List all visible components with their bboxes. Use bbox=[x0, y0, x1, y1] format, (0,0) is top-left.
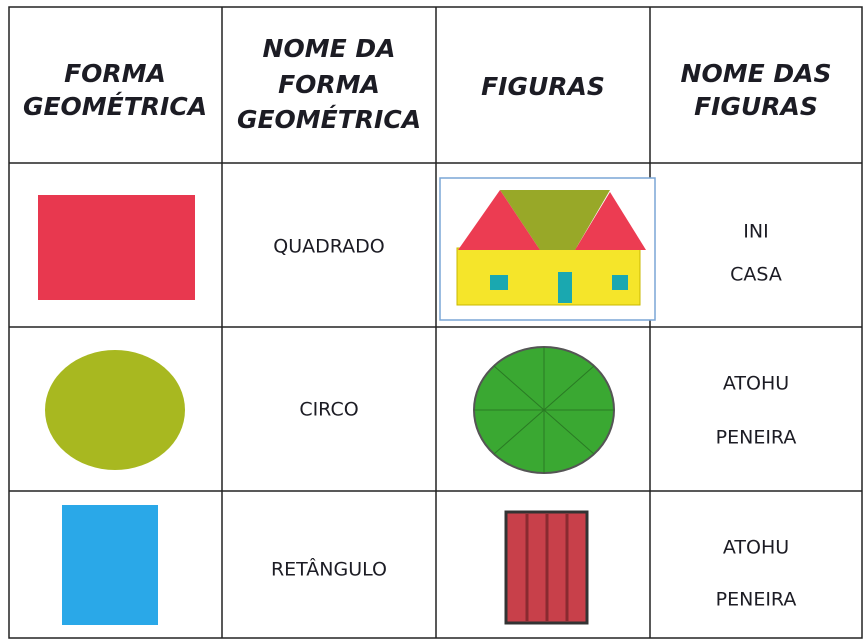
figure-name: PENEIRA bbox=[716, 589, 797, 611]
blue-rectangle-drawing bbox=[62, 505, 158, 625]
header-text: GEOMÉTRICA bbox=[23, 92, 207, 121]
header-text: NOME DAS bbox=[681, 59, 832, 88]
figure-name: INI bbox=[743, 221, 768, 243]
figure-name: CASA bbox=[730, 264, 782, 286]
shape-name: RETÂNGULO bbox=[271, 558, 387, 581]
header-text: FIGURAS bbox=[694, 92, 818, 121]
table-grid bbox=[8, 6, 863, 639]
shape-name: CIRCO bbox=[299, 399, 358, 421]
header-text: NOME DA bbox=[263, 34, 396, 63]
figure-name: ATOHU bbox=[723, 537, 789, 559]
figure-name: ATOHU bbox=[723, 373, 789, 395]
header-text: FORMA bbox=[64, 59, 166, 88]
sieve-rectangle-drawing bbox=[504, 510, 589, 625]
shape-name: QUADRADO bbox=[273, 236, 385, 258]
red-rectangle-drawing bbox=[38, 195, 195, 300]
circle-drawing bbox=[45, 350, 185, 470]
sieve-drawing bbox=[473, 346, 615, 474]
header-text: GEOMÉTRICA bbox=[237, 105, 421, 134]
house-drawing bbox=[439, 177, 656, 321]
header-text: FORMA bbox=[278, 70, 380, 99]
figure-name: PENEIRA bbox=[716, 427, 797, 449]
header-text: FIGURAS bbox=[481, 72, 605, 101]
